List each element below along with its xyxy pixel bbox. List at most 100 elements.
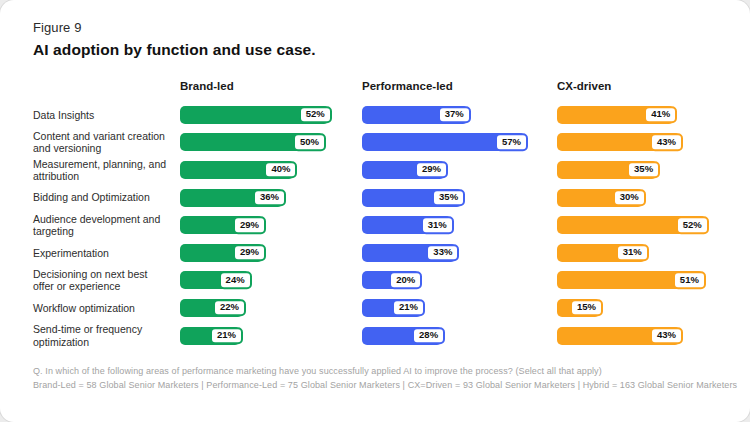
footnote-block: Q. In which of the following areas of pe…	[33, 364, 737, 392]
figure-label: Figure 9	[33, 20, 316, 35]
value-label: 15%	[570, 299, 603, 316]
bar-cell: 43%	[557, 327, 727, 345]
value-label: 31%	[421, 216, 454, 233]
bar-cell: 15%	[557, 299, 727, 317]
value-label: 21%	[392, 299, 425, 316]
category-label: Content and variant creation and version…	[33, 130, 180, 155]
bar-cx-driven: 43%	[557, 327, 680, 345]
category-label: Send-time or frequency optimization	[33, 323, 180, 348]
bar-cell: 52%	[180, 106, 362, 124]
value-label: 21%	[210, 327, 243, 344]
bar-cx-driven: 31%	[557, 244, 646, 262]
bar-cell: 50%	[180, 133, 362, 151]
bar-cell: 31%	[557, 244, 727, 262]
bar-brand-led: 29%	[180, 244, 263, 262]
bar-brand-led: 52%	[180, 106, 329, 124]
value-label: 36%	[253, 189, 286, 206]
bar-performance-led: 31%	[362, 216, 451, 234]
category-label: Data Insights	[33, 109, 180, 121]
bar-cx-driven: 43%	[557, 133, 680, 151]
value-label: 31%	[616, 244, 649, 261]
category-label: Experimentation	[33, 247, 180, 259]
bar-performance-led: 28%	[362, 327, 442, 345]
chart-row: Send-time or frequency optimization 21% 28…	[33, 322, 750, 350]
value-label: 41%	[644, 106, 677, 123]
column-headers: Brand-led Performance-led CX-driven	[33, 80, 750, 92]
bar-performance-led: 20%	[362, 271, 419, 289]
chart-row: Workflow optimization22%21%15%	[33, 294, 750, 322]
bar-cell: 35%	[362, 189, 557, 207]
bar-cell: 37%	[362, 106, 557, 124]
value-label: 30%	[613, 189, 646, 206]
bar-cell: 29%	[180, 216, 362, 234]
bar-cell: 30%	[557, 189, 727, 207]
value-label: 43%	[650, 134, 683, 151]
bar-cell: 24%	[180, 271, 362, 289]
category-label: Bidding and Optimization	[33, 191, 180, 203]
value-label: 50%	[293, 134, 326, 151]
value-label: 57%	[495, 134, 528, 151]
chart-rows: Data Insights 52% 37% 41% Content and varian…	[0, 101, 750, 349]
bar-cx-driven: 15%	[557, 299, 600, 317]
value-label: 40%	[264, 161, 297, 178]
chart-row: Measurement, planning, and attribution 40…	[33, 156, 750, 184]
bar-cell: 40%	[180, 161, 362, 179]
bar-brand-led: 24%	[180, 271, 249, 289]
value-label: 43%	[650, 327, 683, 344]
value-label: 28%	[412, 327, 445, 344]
value-label: 24%	[219, 272, 252, 289]
footnote-sample: Brand-Led = 58 Global Senior Marketers |…	[33, 378, 737, 392]
bar-brand-led: 29%	[180, 216, 263, 234]
chart-row: Content and variant creation and version…	[33, 129, 750, 157]
bar-cell: 28%	[362, 327, 557, 345]
column-header-performance-led: Performance-led	[362, 80, 557, 92]
chart-row: Bidding and Optimization 36% 35% 30%	[33, 184, 750, 212]
bar-cell: 21%	[180, 327, 362, 345]
value-label: 29%	[233, 216, 266, 233]
bar-cell: 51%	[557, 271, 727, 289]
figure-card: Figure 9 AI adoption by function and use…	[0, 0, 750, 422]
bar-cx-driven: 52%	[557, 216, 706, 234]
category-label: Decisioning on next best offer or experi…	[33, 268, 180, 293]
bar-performance-led: 35%	[362, 189, 462, 207]
category-label: Measurement, planning, and attribution	[33, 158, 180, 183]
chart-row: Data Insights 52% 37% 41%	[33, 101, 750, 129]
bar-performance-led: 21%	[362, 299, 422, 317]
value-label: 51%	[673, 272, 706, 289]
bar-performance-led: 29%	[362, 161, 445, 179]
page-title: AI adoption by function and use case.	[33, 41, 316, 59]
bar-cell: 31%	[362, 216, 557, 234]
title-block: Figure 9 AI adoption by function and use…	[33, 20, 316, 59]
value-label: 37%	[438, 106, 471, 123]
chart-row: Audience development and targeting 29% 31%…	[33, 211, 750, 239]
column-header-brand-led: Brand-led	[180, 80, 362, 92]
bar-cell: 41%	[557, 106, 727, 124]
bar-cell: 43%	[557, 133, 727, 151]
bar-cell: 29%	[362, 161, 557, 179]
category-label: Audience development and targeting	[33, 213, 180, 238]
bar-cell: 35%	[557, 161, 727, 179]
spacer	[33, 80, 180, 92]
bar-cell: 33%	[362, 244, 557, 262]
bar-brand-led: 21%	[180, 327, 240, 345]
bar-cell: 20%	[362, 271, 557, 289]
bar-brand-led: 40%	[180, 161, 294, 179]
bar-cx-driven: 51%	[557, 271, 703, 289]
bar-cell: 22%	[180, 299, 362, 317]
bar-cell: 36%	[180, 189, 362, 207]
bar-brand-led: 50%	[180, 133, 323, 151]
bar-cx-driven: 35%	[557, 161, 657, 179]
bar-brand-led: 22%	[180, 299, 243, 317]
bar-cell: 21%	[362, 299, 557, 317]
value-label: 35%	[432, 189, 465, 206]
chart-row: Experimentation29% 33% 31%	[33, 239, 750, 267]
bar-cell: 29%	[180, 244, 362, 262]
value-label: 22%	[213, 299, 246, 316]
bar-cell: 57%	[362, 133, 557, 151]
bar-performance-led: 37%	[362, 106, 468, 124]
value-label: 52%	[299, 106, 332, 123]
chart-row: Decisioning on next best offer or experi…	[33, 267, 750, 295]
bar-performance-led: 33%	[362, 244, 456, 262]
footnote-question: Q. In which of the following areas of pe…	[33, 364, 737, 378]
bar-performance-led: 57%	[362, 133, 525, 151]
